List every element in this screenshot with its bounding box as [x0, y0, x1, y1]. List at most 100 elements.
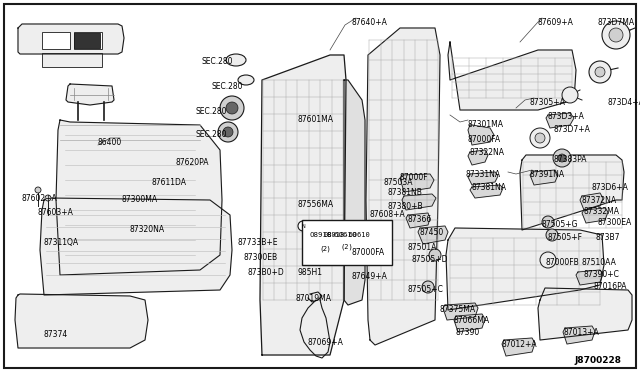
Circle shape — [602, 21, 630, 49]
Polygon shape — [454, 314, 485, 332]
Polygon shape — [563, 326, 595, 344]
Polygon shape — [15, 294, 148, 348]
Text: 87602+A: 87602+A — [22, 194, 58, 203]
Text: 87375MA: 87375MA — [440, 305, 476, 314]
Circle shape — [558, 154, 566, 162]
Text: 873D7MA: 873D7MA — [598, 18, 635, 27]
Circle shape — [589, 61, 611, 83]
Bar — [42, 53, 102, 67]
Text: 87611DA: 87611DA — [152, 178, 187, 187]
Text: 87013+A: 87013+A — [563, 328, 599, 337]
Text: 87311QA: 87311QA — [44, 238, 79, 247]
Text: 87640+A: 87640+A — [352, 18, 388, 27]
Text: 87000F: 87000F — [400, 173, 429, 182]
Polygon shape — [446, 228, 604, 310]
Text: 87320NA: 87320NA — [130, 225, 165, 234]
Text: 985H1: 985H1 — [298, 268, 323, 277]
Text: 87381NA: 87381NA — [472, 183, 507, 192]
Text: 873D7+A: 873D7+A — [553, 125, 590, 134]
Text: SEC.280: SEC.280 — [196, 107, 227, 116]
Text: 873D3+A: 873D3+A — [548, 112, 585, 121]
Polygon shape — [580, 193, 603, 210]
Polygon shape — [406, 213, 430, 228]
Circle shape — [562, 87, 578, 103]
Text: 87601MA: 87601MA — [298, 115, 334, 124]
Polygon shape — [66, 84, 114, 105]
Text: 873D4+A: 873D4+A — [608, 98, 640, 107]
Circle shape — [45, 195, 51, 201]
Text: 87450: 87450 — [420, 228, 444, 237]
Circle shape — [542, 216, 554, 228]
Circle shape — [535, 133, 545, 143]
Text: 87305+A: 87305+A — [530, 98, 566, 107]
Text: 873B0+D: 873B0+D — [248, 268, 285, 277]
Text: 87503A: 87503A — [384, 178, 413, 187]
Text: 87391NA: 87391NA — [530, 170, 565, 179]
Text: 87012+A: 87012+A — [502, 340, 538, 349]
Text: 87372NA: 87372NA — [582, 196, 617, 205]
Circle shape — [609, 28, 623, 42]
Text: 87609+A: 87609+A — [538, 18, 574, 27]
Polygon shape — [40, 198, 232, 295]
Polygon shape — [502, 338, 535, 356]
Text: 87505+G: 87505+G — [542, 220, 579, 229]
Text: 87505+F: 87505+F — [548, 233, 583, 242]
Polygon shape — [538, 288, 632, 340]
Circle shape — [218, 122, 238, 142]
Text: 87510AA: 87510AA — [582, 258, 617, 267]
Polygon shape — [56, 120, 222, 275]
Bar — [42, 32, 70, 49]
Polygon shape — [468, 125, 494, 145]
Text: 87733B+E: 87733B+E — [237, 238, 278, 247]
Circle shape — [429, 249, 441, 261]
Polygon shape — [470, 185, 503, 198]
Text: 87000FA: 87000FA — [468, 135, 501, 144]
Polygon shape — [530, 170, 558, 185]
Text: 873B7: 873B7 — [596, 233, 621, 242]
Bar — [74, 33, 100, 48]
Text: 87374: 87374 — [44, 330, 68, 339]
Text: (2): (2) — [340, 243, 353, 250]
Text: 87366: 87366 — [408, 215, 432, 224]
Text: 87390+C: 87390+C — [584, 270, 620, 279]
Text: 87300MA: 87300MA — [122, 195, 158, 204]
Text: 87603+A: 87603+A — [38, 208, 74, 217]
Text: 87649+A: 87649+A — [352, 272, 388, 281]
Text: 87066MA: 87066MA — [454, 316, 490, 325]
Text: 87501A: 87501A — [408, 243, 437, 252]
Bar — [302, 220, 392, 265]
Circle shape — [220, 96, 244, 120]
Text: SEC.280: SEC.280 — [202, 57, 234, 66]
Text: 86400: 86400 — [98, 138, 122, 147]
Text: 87620PA: 87620PA — [176, 158, 209, 167]
Polygon shape — [260, 55, 346, 355]
Text: 87300EA: 87300EA — [598, 218, 632, 227]
Polygon shape — [344, 80, 365, 305]
Polygon shape — [448, 42, 576, 110]
Text: 87556MA: 87556MA — [298, 200, 334, 209]
Text: 87608+A: 87608+A — [370, 210, 406, 219]
Text: SEC.280: SEC.280 — [212, 82, 243, 91]
Text: 87019MA: 87019MA — [296, 294, 332, 303]
Text: 87505+C: 87505+C — [408, 285, 444, 294]
Text: (2): (2) — [320, 245, 330, 251]
Ellipse shape — [238, 75, 254, 85]
Polygon shape — [468, 150, 488, 165]
Bar — [74, 32, 102, 49]
Text: 87069+A: 87069+A — [308, 338, 344, 347]
Text: N: N — [301, 224, 305, 228]
Polygon shape — [418, 226, 448, 244]
Ellipse shape — [226, 54, 246, 66]
Circle shape — [223, 127, 233, 137]
Polygon shape — [520, 155, 624, 230]
Polygon shape — [366, 28, 440, 345]
Circle shape — [422, 281, 434, 293]
Polygon shape — [576, 270, 603, 285]
Circle shape — [546, 229, 558, 241]
Circle shape — [553, 149, 571, 167]
Text: 87301MA: 87301MA — [468, 120, 504, 129]
Circle shape — [540, 252, 556, 268]
Polygon shape — [443, 303, 478, 320]
Circle shape — [298, 221, 308, 231]
Text: 87000FA: 87000FA — [352, 248, 385, 257]
